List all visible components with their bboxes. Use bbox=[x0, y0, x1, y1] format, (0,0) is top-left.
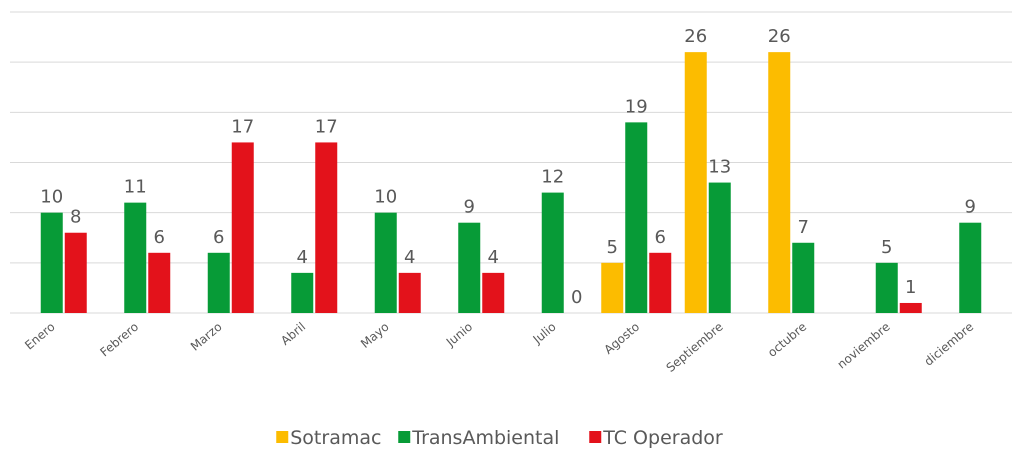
bar bbox=[231, 142, 254, 313]
data-label: 4 bbox=[297, 247, 308, 268]
data-label: 12 bbox=[541, 167, 564, 188]
data-label: 1 bbox=[905, 277, 916, 298]
bar bbox=[708, 182, 731, 313]
bar bbox=[684, 52, 707, 314]
bar bbox=[601, 262, 624, 313]
bar bbox=[315, 142, 338, 313]
data-label: 7 bbox=[798, 217, 809, 238]
x-tick-label: Abril bbox=[278, 320, 308, 348]
data-label: 17 bbox=[315, 116, 338, 137]
bar bbox=[649, 252, 672, 313]
x-tick-label: Enero bbox=[22, 320, 57, 353]
data-label: 6 bbox=[213, 227, 224, 248]
legend-label: TransAmbiental bbox=[411, 427, 559, 449]
x-tick-label: octubre bbox=[765, 320, 809, 360]
x-tick-label: Mayo bbox=[358, 320, 392, 351]
x-tick-label: Septiembre bbox=[664, 320, 726, 375]
bar bbox=[768, 52, 791, 314]
x-tick-label: Agosto bbox=[601, 320, 642, 357]
data-label: 19 bbox=[625, 96, 648, 117]
bar bbox=[482, 272, 505, 313]
data-label: 9 bbox=[965, 197, 976, 218]
bar bbox=[148, 252, 171, 313]
data-label: 10 bbox=[40, 187, 63, 208]
bar bbox=[541, 192, 564, 313]
bar bbox=[899, 302, 922, 313]
legend-label: Sotramac bbox=[290, 427, 381, 449]
bar bbox=[792, 242, 815, 313]
data-label: 9 bbox=[464, 197, 475, 218]
bar bbox=[124, 202, 147, 313]
data-label: 0 bbox=[571, 287, 582, 308]
data-label: 6 bbox=[655, 227, 666, 248]
data-label: 8 bbox=[70, 207, 81, 228]
bar bbox=[374, 212, 397, 313]
bar bbox=[291, 272, 314, 313]
legend-label: TC Operador bbox=[602, 427, 723, 449]
x-tick-label: noviembre bbox=[835, 320, 893, 372]
x-tick-label: Julio bbox=[530, 320, 559, 348]
data-label: 26 bbox=[768, 26, 791, 47]
legend-swatch bbox=[276, 431, 289, 443]
x-tick-label: Febrero bbox=[97, 320, 141, 360]
bar bbox=[458, 222, 481, 313]
x-tick-label: Marzo bbox=[188, 320, 225, 354]
data-label: 17 bbox=[231, 116, 254, 137]
legend-swatch bbox=[398, 431, 411, 443]
data-label: 4 bbox=[488, 247, 499, 268]
x-tick-label: Junio bbox=[443, 320, 475, 350]
bar bbox=[625, 122, 648, 313]
x-tick-label: diciembre bbox=[922, 320, 977, 369]
data-label: 5 bbox=[881, 237, 892, 258]
data-label: 11 bbox=[124, 177, 147, 198]
bar bbox=[959, 222, 982, 313]
data-label: 6 bbox=[154, 227, 165, 248]
bar bbox=[207, 252, 230, 313]
data-label: 26 bbox=[684, 26, 707, 47]
data-label: 13 bbox=[708, 157, 731, 178]
legend-swatch bbox=[589, 431, 602, 443]
data-label: 10 bbox=[374, 187, 397, 208]
bar bbox=[40, 212, 63, 313]
bar bbox=[398, 272, 421, 313]
bar bbox=[64, 232, 87, 313]
data-label: 4 bbox=[404, 247, 415, 268]
bar bbox=[875, 262, 898, 313]
data-label: 5 bbox=[607, 237, 618, 258]
